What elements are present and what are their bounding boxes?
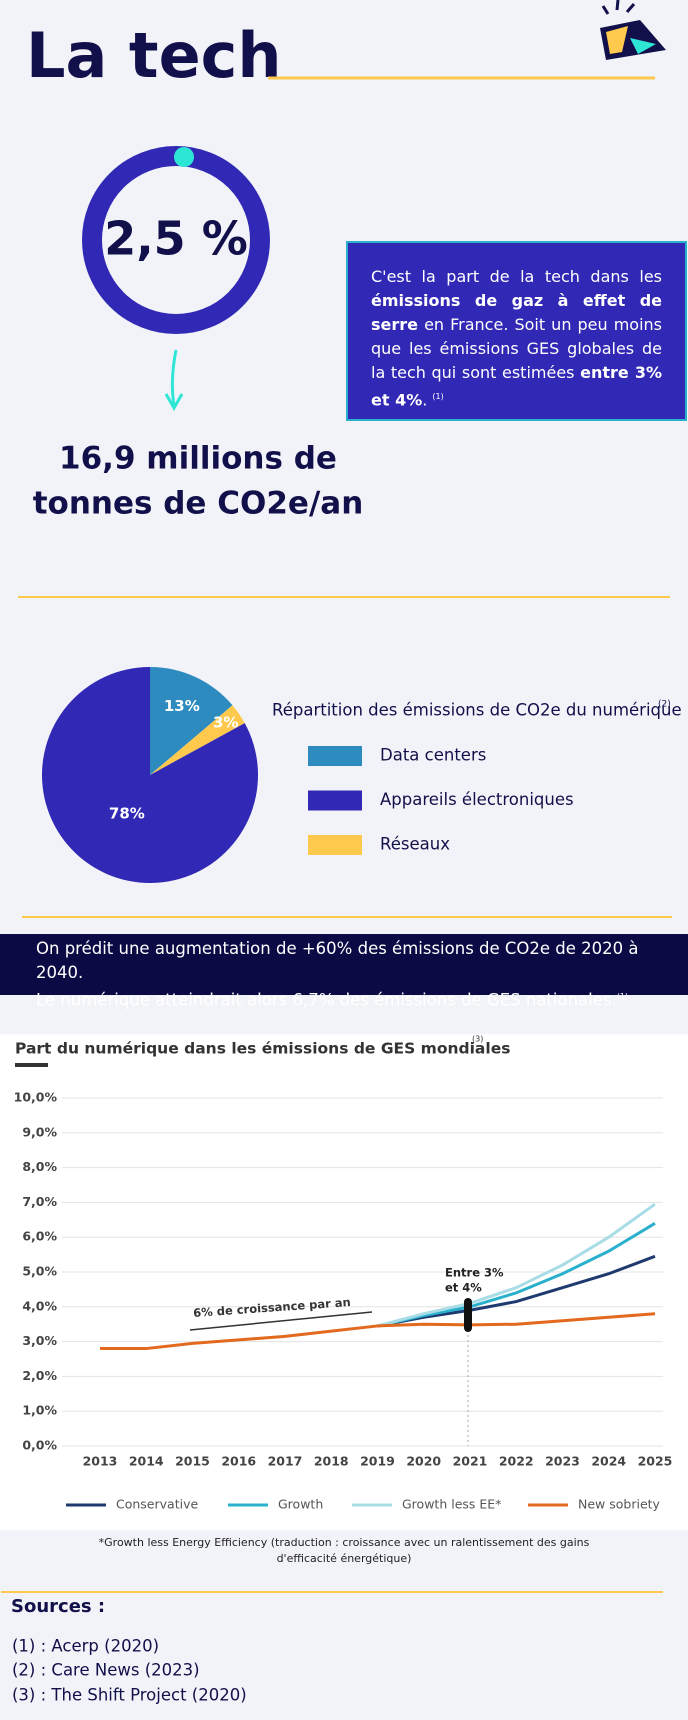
legend-swatch [308, 835, 362, 855]
legend-label: Growth less EE* [402, 1497, 501, 1512]
y-tick-label: 0,0% [22, 1438, 57, 1453]
series-line [377, 1221, 656, 1328]
footnote: *Growth less Energy Efficiency (traducti… [98, 1536, 590, 1565]
series-line [100, 1312, 656, 1351]
y-tick-label: 10,0% [14, 1090, 58, 1105]
legend-label: Conservative [116, 1497, 198, 1512]
box-note: (1) [432, 392, 444, 401]
pie-title: Répartition des émissions de CO2e du num… [272, 701, 688, 720]
y-tick-label: 6,0% [22, 1229, 57, 1244]
source-item: (1) : Acerp (2020) [12, 1637, 159, 1656]
source-item: (2) : Care News (2023) [12, 1661, 200, 1680]
pie-slice [150, 705, 245, 775]
x-tick-label: 2025 [638, 1454, 673, 1469]
y-tick-label: 8,0% [22, 1159, 57, 1174]
banner-line: Le numérique atteindrait alors 6,7% des … [36, 990, 617, 1010]
pie-slice [150, 667, 233, 775]
x-tick-label: 2018 [314, 1454, 349, 1469]
x-tick-label: 2021 [453, 1454, 488, 1469]
y-tick-label: 5,0% [22, 1264, 57, 1279]
legend-swatch [308, 746, 362, 766]
y-tick-label: 1,0% [22, 1403, 57, 1418]
y-tick-label: 2,0% [22, 1368, 57, 1383]
ring-dot [174, 147, 194, 167]
x-tick-label: 2020 [406, 1454, 441, 1469]
box-text: en France. Soit un peu moins que les émi… [371, 315, 662, 382]
line-title: Part du numérique dans les émissions de … [15, 1040, 510, 1058]
stat-caption: 16,9 millions de [59, 441, 337, 477]
source-item: (3) : The Shift Project (2020) [12, 1686, 247, 1705]
pie-slice [42, 667, 259, 884]
pie-label: 78% [109, 805, 145, 823]
legend-label: Data centers [380, 746, 486, 765]
y-tick-label: 3,0% [22, 1333, 57, 1348]
legend-label: Growth [278, 1497, 323, 1512]
x-tick-label: 2017 [268, 1454, 303, 1469]
banner-line: On prédit une augmentation de +60% des é… [36, 939, 639, 982]
y-tick-label: 4,0% [22, 1298, 57, 1313]
box-text: émissions de gaz à effet de serre [371, 291, 662, 334]
page-title: La tech [26, 19, 282, 92]
info-box: C'est la part de la tech dans les émissi… [346, 241, 687, 421]
box-text: . [422, 390, 428, 410]
legend-label: Réseaux [380, 835, 450, 854]
line-title-note: (3) [472, 1035, 483, 1044]
annotation: et 4% [445, 1281, 482, 1295]
x-tick-label: 2015 [175, 1454, 210, 1469]
arrow [164, 349, 184, 412]
x-tick-label: 2023 [545, 1454, 580, 1469]
sources-title: Sources : [11, 1596, 105, 1617]
legend-label: Appareils électroniques [380, 790, 574, 809]
box-text: C'est la part de la tech dans les [371, 267, 662, 286]
pie-title-note: (2) [658, 700, 671, 710]
legend-label: New sobriety [578, 1497, 661, 1512]
x-tick-label: 2022 [499, 1454, 534, 1469]
banner-note: (1) [616, 992, 629, 1001]
pie-label: 13% [164, 697, 200, 715]
x-tick-label: 2019 [360, 1454, 395, 1469]
chart-panel [0, 1034, 688, 1530]
series-line [377, 1254, 656, 1328]
x-tick-label: 2014 [129, 1454, 164, 1469]
x-tick-label: 2024 [591, 1454, 626, 1469]
logo [600, 0, 666, 60]
x-tick-label: 2013 [83, 1454, 118, 1469]
stat-caption: tonnes de CO2e/an [33, 486, 364, 522]
box-text: entre 3% et 4% [371, 363, 662, 410]
y-tick-label: 7,0% [22, 1194, 57, 1209]
annotation: Entre 3% [445, 1266, 504, 1280]
x-tick-label: 2016 [221, 1454, 256, 1469]
trend-line [189, 1311, 373, 1331]
stat-value: 2,5 % [104, 212, 248, 266]
series-line [377, 1202, 656, 1328]
legend-swatch [308, 790, 362, 811]
banner: On prédit une augmentation de +60% des é… [0, 934, 688, 1010]
y-tick-label: 9,0% [22, 1124, 57, 1139]
pie-label: 3% [213, 714, 238, 732]
